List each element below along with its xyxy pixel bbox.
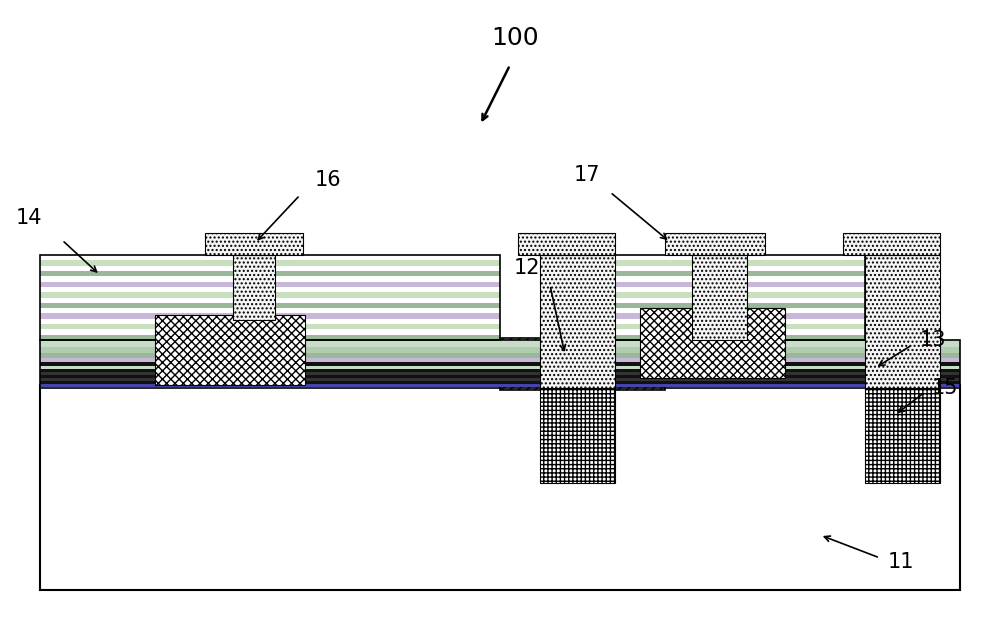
Bar bbox=[615, 308, 865, 314]
Bar bbox=[40, 303, 500, 308]
Text: 15: 15 bbox=[932, 378, 958, 398]
Bar bbox=[40, 266, 500, 271]
Bar bbox=[615, 324, 865, 329]
Bar bbox=[40, 329, 500, 335]
Bar bbox=[615, 287, 865, 292]
Text: 14: 14 bbox=[16, 208, 42, 228]
Bar bbox=[615, 282, 865, 287]
Bar bbox=[40, 271, 500, 276]
Bar bbox=[40, 372, 960, 375]
Bar bbox=[843, 233, 940, 255]
Bar bbox=[40, 260, 500, 266]
Bar bbox=[615, 292, 865, 297]
Bar bbox=[40, 385, 960, 590]
Text: 11: 11 bbox=[888, 552, 914, 572]
Bar bbox=[40, 292, 500, 297]
Bar bbox=[40, 340, 960, 388]
Bar bbox=[40, 308, 500, 314]
Bar bbox=[40, 314, 500, 319]
Bar bbox=[615, 297, 865, 303]
Bar bbox=[500, 338, 665, 390]
Bar bbox=[540, 388, 615, 483]
Bar bbox=[40, 353, 960, 358]
Bar bbox=[615, 255, 865, 260]
Bar bbox=[40, 335, 500, 340]
Text: 100: 100 bbox=[491, 26, 539, 50]
Bar bbox=[615, 271, 865, 276]
Bar bbox=[692, 255, 747, 340]
Bar bbox=[865, 388, 940, 483]
Bar bbox=[40, 378, 960, 381]
Bar bbox=[40, 358, 960, 362]
Bar bbox=[40, 324, 500, 329]
Text: 13: 13 bbox=[920, 330, 946, 350]
Bar bbox=[40, 381, 960, 384]
Bar bbox=[540, 255, 615, 390]
Bar bbox=[40, 276, 500, 282]
Bar bbox=[665, 233, 765, 255]
Bar bbox=[615, 335, 865, 340]
Bar bbox=[40, 375, 960, 378]
Bar bbox=[40, 347, 960, 353]
Bar bbox=[233, 255, 275, 320]
Bar bbox=[615, 266, 865, 271]
Bar bbox=[615, 260, 865, 266]
Bar bbox=[40, 340, 960, 347]
Bar bbox=[615, 255, 865, 340]
Bar bbox=[155, 315, 305, 385]
Bar bbox=[40, 319, 500, 324]
Bar bbox=[40, 384, 960, 387]
Bar bbox=[40, 255, 500, 260]
Bar bbox=[40, 287, 500, 292]
Text: 16: 16 bbox=[315, 170, 342, 190]
Bar bbox=[640, 308, 785, 378]
Bar bbox=[615, 314, 865, 319]
Bar bbox=[40, 366, 960, 369]
Bar bbox=[40, 282, 500, 287]
Bar bbox=[615, 276, 865, 282]
Bar bbox=[40, 297, 500, 303]
Bar bbox=[40, 255, 500, 340]
Bar bbox=[865, 255, 940, 390]
Text: 12: 12 bbox=[514, 258, 540, 278]
Bar bbox=[518, 233, 615, 255]
Bar bbox=[615, 319, 865, 324]
Bar bbox=[40, 362, 960, 366]
Text: 17: 17 bbox=[574, 165, 600, 185]
Bar bbox=[205, 233, 303, 255]
Bar bbox=[615, 329, 865, 335]
Bar bbox=[615, 303, 865, 308]
Bar bbox=[40, 369, 960, 372]
